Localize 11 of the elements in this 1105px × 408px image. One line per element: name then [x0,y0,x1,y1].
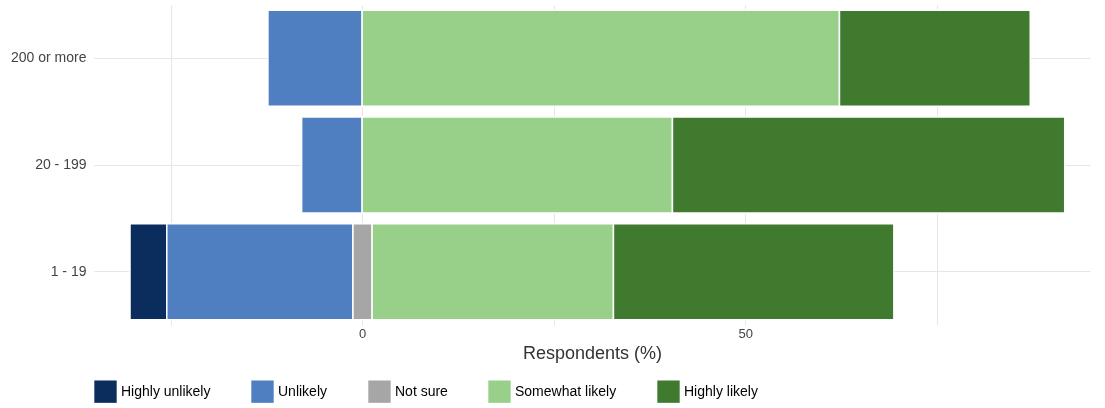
x-axis-title: Respondents (%) [522,342,663,363]
y-tick-label: 1 - 19 [50,262,87,279]
x-tick-label: 0 [359,325,367,341]
y-tick-label: 200 or more [11,49,87,66]
legend-label: Highly unlikely [121,382,211,399]
legend-label: Somewhat likely [515,382,617,399]
legend-label: Highly likely [684,382,758,399]
x-tick-label: 50 [738,325,753,341]
legend-label: Not sure [395,382,449,399]
legend-label: Unlikely [278,382,328,399]
y-tick-label: 20 - 199 [35,156,87,172]
